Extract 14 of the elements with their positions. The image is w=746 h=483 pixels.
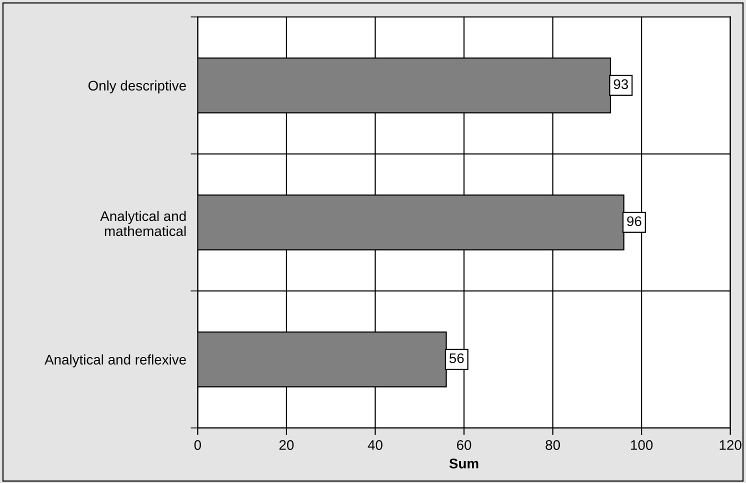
x-tick-label: 80 [546, 440, 560, 450]
x-tick-label: 40 [368, 440, 382, 450]
data-label: 56 [449, 353, 464, 364]
y-tick-label: Analytical and reflexive [44, 354, 186, 368]
x-tick-label: 20 [279, 440, 294, 450]
x-tick-label: 60 [456, 440, 472, 450]
x-tick-label: 100 [631, 440, 653, 450]
y-tick-label: Only descriptive [88, 80, 186, 94]
x-tick-label: 0 [194, 440, 202, 450]
data-label: 96 [627, 216, 642, 226]
data-label: 93 [614, 79, 628, 90]
x-tick-label: 120 [720, 440, 742, 450]
y-tick-label: Analytical and mathematical [100, 210, 186, 236]
x-axis-title: Sum [449, 458, 478, 468]
